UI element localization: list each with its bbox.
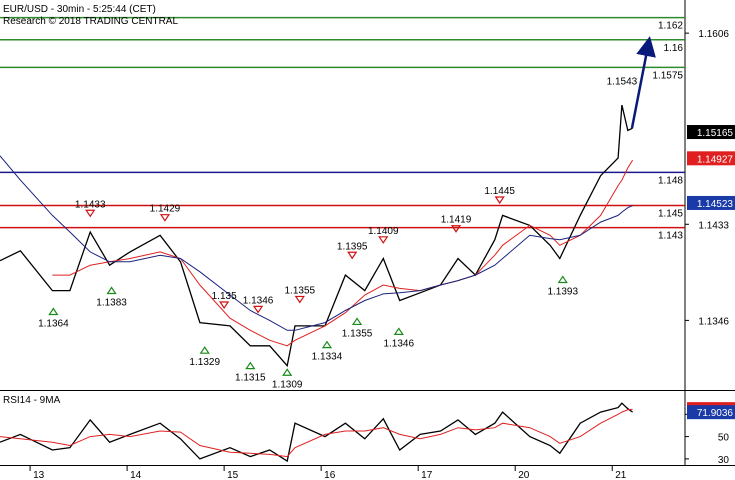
series-line bbox=[0, 402, 633, 463]
annotation-label: 1.1395 bbox=[337, 241, 368, 252]
y-tick-label: 1.1346 bbox=[698, 316, 729, 327]
high-marker bbox=[494, 196, 505, 205]
low-marker bbox=[48, 307, 59, 316]
axes: 1.1346 1.1433 1.1606 1.15165 1.14927 1.14523 3… bbox=[29, 29, 735, 480]
price-tag bbox=[687, 405, 735, 420]
rsi-title: RSI14 - 9MA bbox=[3, 395, 61, 406]
price-tag bbox=[687, 195, 735, 210]
annotation-label: 1.1364 bbox=[38, 319, 69, 330]
low-marker bbox=[557, 275, 568, 284]
series-line bbox=[0, 155, 633, 331]
high-marker bbox=[252, 305, 264, 314]
x-tick-label: 17 bbox=[421, 470, 433, 480]
high-marker bbox=[159, 214, 171, 222]
forecast-arrow bbox=[630, 36, 656, 129]
annotation-label: 1.135 bbox=[212, 291, 237, 302]
level-label: 1.1575 bbox=[652, 70, 683, 81]
price-tag bbox=[687, 125, 735, 140]
price-tag-label: 1.14927 bbox=[697, 154, 734, 165]
annotation-label: 1.1334 bbox=[312, 352, 343, 363]
rsi-panel bbox=[0, 402, 633, 463]
high-marker bbox=[450, 225, 462, 233]
series-line bbox=[0, 408, 633, 458]
annotation-label: 1.1419 bbox=[441, 215, 472, 226]
level-label: 1.143 bbox=[658, 231, 683, 242]
high-marker bbox=[378, 236, 389, 244]
annotation-label: 1.1433 bbox=[75, 199, 106, 210]
low-marker bbox=[393, 327, 404, 335]
x-tick-label: 13 bbox=[33, 470, 45, 480]
annotation-label: 1.1355 bbox=[285, 285, 316, 296]
annotation-label: 1.1429 bbox=[150, 204, 181, 215]
low-marker bbox=[245, 361, 256, 370]
high-marker bbox=[219, 301, 230, 310]
low-marker bbox=[282, 368, 293, 376]
annotation-label: 1.1329 bbox=[189, 357, 220, 368]
price-tag-label: 1.15165 bbox=[697, 128, 734, 139]
level-label: 1.148 bbox=[658, 175, 683, 186]
annotation-label: 1.1346 bbox=[383, 338, 414, 349]
level-label: 1.16 bbox=[664, 43, 684, 54]
y-tick-label: 1.1606 bbox=[698, 29, 729, 40]
level-label: 1.145 bbox=[658, 208, 683, 219]
price-panel: 1.162 1.16 1.1575 1.148 1.145 1.143 1.1433 1.14… bbox=[0, 16, 685, 390]
low-marker bbox=[351, 317, 363, 326]
chart-title: EUR/USD - 30min - 5:25:44 (CET) bbox=[3, 4, 156, 15]
x-tick-label: 21 bbox=[615, 470, 627, 480]
series-line bbox=[0, 104, 633, 368]
low-marker bbox=[199, 346, 210, 354]
x-tick-label: 20 bbox=[518, 470, 530, 480]
annotation-label: 1.1445 bbox=[484, 186, 515, 197]
chart-subtitle: Research © 2018 TRADING CENTRAL bbox=[3, 16, 178, 27]
y-tick-label: 50 bbox=[718, 433, 730, 444]
y-tick-label: 1.1433 bbox=[698, 220, 729, 231]
y-tick-label: 30 bbox=[718, 455, 730, 466]
annotation-label: 1.1543 bbox=[607, 77, 638, 88]
low-marker bbox=[321, 340, 333, 349]
x-tick-label: 14 bbox=[130, 470, 142, 480]
annotation-label: 1.1315 bbox=[235, 373, 266, 384]
annotation-label: 1.1355 bbox=[342, 328, 373, 339]
high-marker bbox=[347, 251, 358, 260]
annotation-label: 1.1346 bbox=[243, 295, 274, 306]
series-line bbox=[52, 159, 634, 347]
price-tag-label: 1.14523 bbox=[697, 199, 734, 210]
low-marker bbox=[106, 286, 117, 295]
x-tick-label: 15 bbox=[227, 470, 239, 480]
annotation-label: 1.1409 bbox=[368, 226, 399, 237]
high-marker bbox=[294, 295, 305, 304]
x-tick-label: 16 bbox=[324, 470, 336, 480]
price-tag-label: 71.9036 bbox=[697, 408, 734, 419]
annotation-label: 1.1383 bbox=[96, 298, 127, 309]
high-marker bbox=[85, 209, 96, 218]
annotation-label: 1.1309 bbox=[272, 379, 303, 390]
annotation-label: 1.1393 bbox=[547, 286, 578, 297]
level-label: 1.162 bbox=[658, 21, 683, 32]
price-tag bbox=[687, 151, 735, 166]
